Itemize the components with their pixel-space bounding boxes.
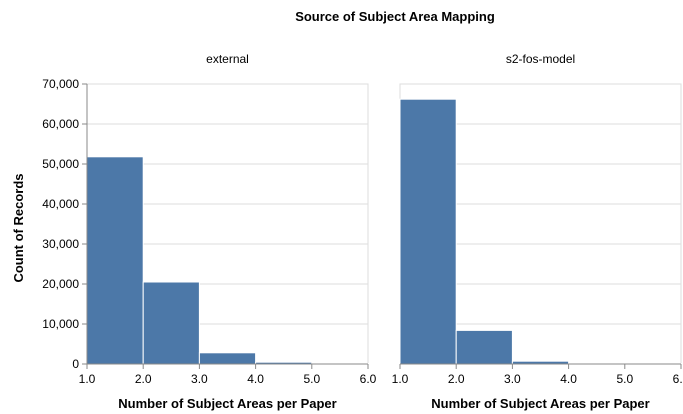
x-tick-label: 4.0 [560,372,577,386]
x-axis-title: Number of Subject Areas per Paper [118,396,336,411]
x-tick-label: 3.0 [191,372,208,386]
histogram-bar [455,329,513,365]
histogram-bar [198,352,257,365]
facet-s2-fos-model: s2-fos-model 1.0 2.0 3.0 4.0 5.0 6.0 Number of … [392,52,683,411]
facet-external: external 0 10,000 20,000 30,000 40,000 50,000 6… [42,52,376,411]
y-tick-label: 70,000 [42,77,79,91]
y-tick-label: 0 [72,357,79,371]
y-tick-label: 30,000 [42,237,79,251]
histogram-bar [142,281,200,365]
facets: external 0 10,000 20,000 30,000 40,000 50,000 6… [42,52,683,411]
x-tick-label: 5.0 [303,372,320,386]
y-tick-label: 60,000 [42,117,79,131]
x-tick-label: 6.0 [360,372,377,386]
histogram-bar [86,156,144,365]
facet-title: s2-fos-model [506,52,575,66]
x-tick-label: 2.0 [135,372,152,386]
x-tick-label: 4.0 [247,372,264,386]
y-tick-label: 10,000 [42,317,79,331]
y-tick-label: 40,000 [42,197,79,211]
y-tick-label: 20,000 [42,277,79,291]
facet-title: external [206,52,249,66]
y-tick-label: 50,000 [42,157,79,171]
x-axis-title: Number of Subject Areas per Paper [431,396,649,411]
x-tick-label: 1.0 [79,372,96,386]
x-tick-label: 5.0 [616,372,633,386]
x-tick-label: 2.0 [448,372,465,386]
x-tick-label: 6.0 [673,372,683,386]
x-tick-label: 3.0 [504,372,521,386]
y-axis-title: Count of Records [11,173,26,282]
x-tick-label: 1.0 [392,372,409,386]
histogram-bar [399,98,457,365]
chart-title: Source of Subject Area Mapping [295,9,495,24]
